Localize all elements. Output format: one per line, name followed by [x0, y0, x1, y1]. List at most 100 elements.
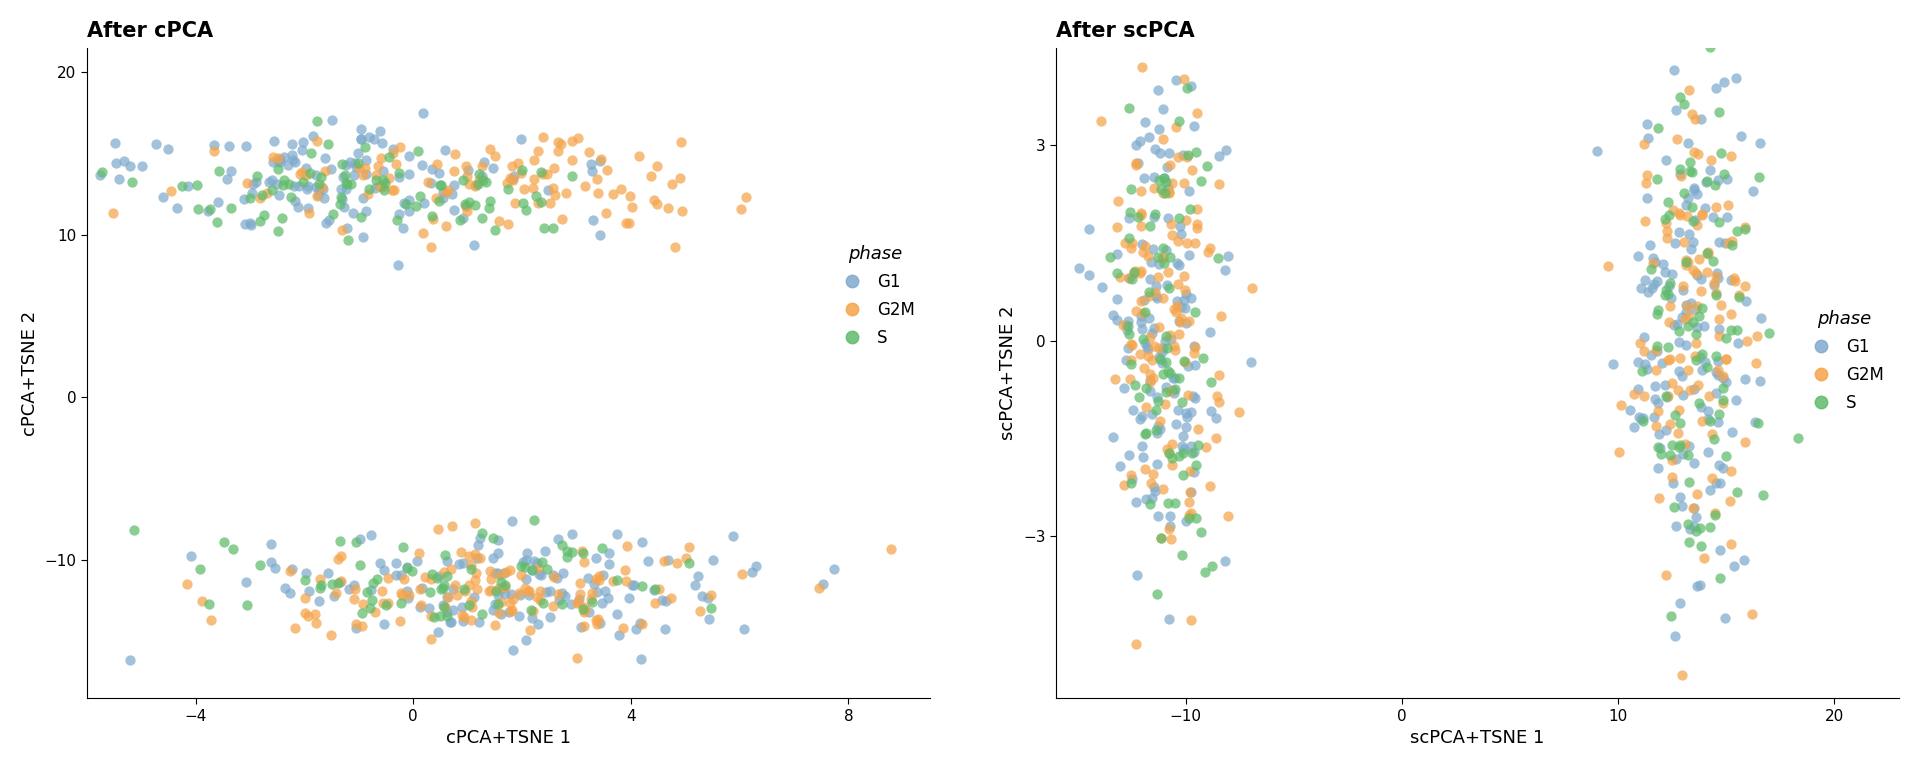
Point: [1158, 439, 1188, 451]
Point: [568, 556, 599, 568]
Point: [1139, 485, 1169, 498]
Point: [1148, 187, 1179, 199]
Point: [589, 584, 620, 597]
Point: [1183, 422, 1213, 435]
Point: [486, 569, 516, 581]
Point: [1640, 256, 1670, 268]
Point: [547, 539, 578, 551]
Point: [576, 157, 607, 170]
Point: [409, 197, 440, 210]
Point: [649, 623, 680, 635]
Point: [351, 205, 382, 217]
Point: [326, 193, 357, 205]
Point: [1703, 369, 1734, 382]
Point: [1722, 225, 1753, 237]
Point: [547, 598, 578, 610]
Point: [1651, 217, 1682, 229]
Point: [1121, 305, 1152, 317]
Point: [497, 173, 528, 185]
Point: [386, 597, 417, 609]
Point: [278, 180, 309, 192]
Point: [255, 538, 286, 550]
Point: [449, 585, 480, 598]
Point: [1682, 580, 1713, 592]
Point: [367, 584, 397, 597]
Point: [386, 589, 417, 601]
Point: [451, 205, 482, 217]
Point: [282, 201, 313, 214]
Point: [1167, 443, 1198, 455]
Point: [1651, 232, 1682, 244]
Point: [1649, 266, 1680, 278]
Point: [1121, 496, 1152, 508]
Point: [1181, 512, 1212, 525]
Point: [1140, 458, 1171, 470]
Text: After cPCA: After cPCA: [86, 21, 213, 41]
Point: [1670, 257, 1701, 269]
Point: [1169, 355, 1200, 367]
Point: [655, 592, 685, 604]
Point: [349, 161, 380, 174]
Point: [361, 169, 392, 181]
Point: [296, 147, 326, 159]
Point: [1661, 104, 1692, 116]
Point: [509, 581, 540, 594]
Point: [276, 137, 307, 150]
Point: [591, 164, 622, 176]
Point: [1173, 508, 1204, 521]
Point: [1181, 341, 1212, 353]
Point: [1642, 29, 1672, 41]
Point: [1674, 384, 1705, 396]
Point: [428, 599, 459, 611]
Point: [1139, 468, 1169, 480]
Point: [486, 596, 516, 608]
Point: [1119, 264, 1150, 276]
Point: [1651, 391, 1682, 403]
Point: [1695, 41, 1726, 53]
Point: [1651, 154, 1682, 166]
Point: [1782, 432, 1812, 444]
Point: [509, 183, 540, 195]
Point: [1745, 312, 1776, 324]
Point: [355, 528, 386, 541]
Point: [495, 604, 526, 616]
Point: [234, 192, 265, 204]
Point: [432, 184, 463, 196]
Point: [313, 137, 344, 150]
Point: [326, 549, 357, 561]
Point: [1154, 510, 1185, 522]
Point: [1117, 404, 1148, 416]
Point: [1175, 440, 1206, 452]
Point: [1125, 265, 1156, 277]
Point: [303, 178, 334, 190]
Point: [1213, 510, 1244, 522]
Point: [301, 617, 332, 629]
Point: [430, 549, 461, 561]
Point: [1707, 397, 1738, 409]
Point: [1699, 433, 1730, 445]
Point: [265, 153, 296, 165]
Point: [380, 569, 411, 581]
Point: [384, 141, 415, 153]
Point: [547, 567, 578, 579]
Point: [326, 190, 357, 203]
Point: [1164, 151, 1194, 164]
Point: [369, 617, 399, 630]
X-axis label: cPCA+TSNE 1: cPCA+TSNE 1: [445, 729, 570, 747]
Point: [1644, 397, 1674, 409]
Point: [313, 214, 344, 226]
Point: [1179, 339, 1210, 352]
Point: [1142, 395, 1173, 407]
Point: [1622, 35, 1653, 48]
Point: [1642, 420, 1672, 432]
Point: [215, 165, 246, 177]
Point: [1632, 362, 1663, 375]
Point: [643, 584, 674, 596]
Point: [682, 571, 712, 583]
Point: [497, 644, 528, 656]
Point: [576, 164, 607, 177]
Point: [1171, 237, 1202, 249]
Point: [1135, 368, 1165, 380]
Point: [484, 534, 515, 546]
Point: [1697, 472, 1728, 484]
